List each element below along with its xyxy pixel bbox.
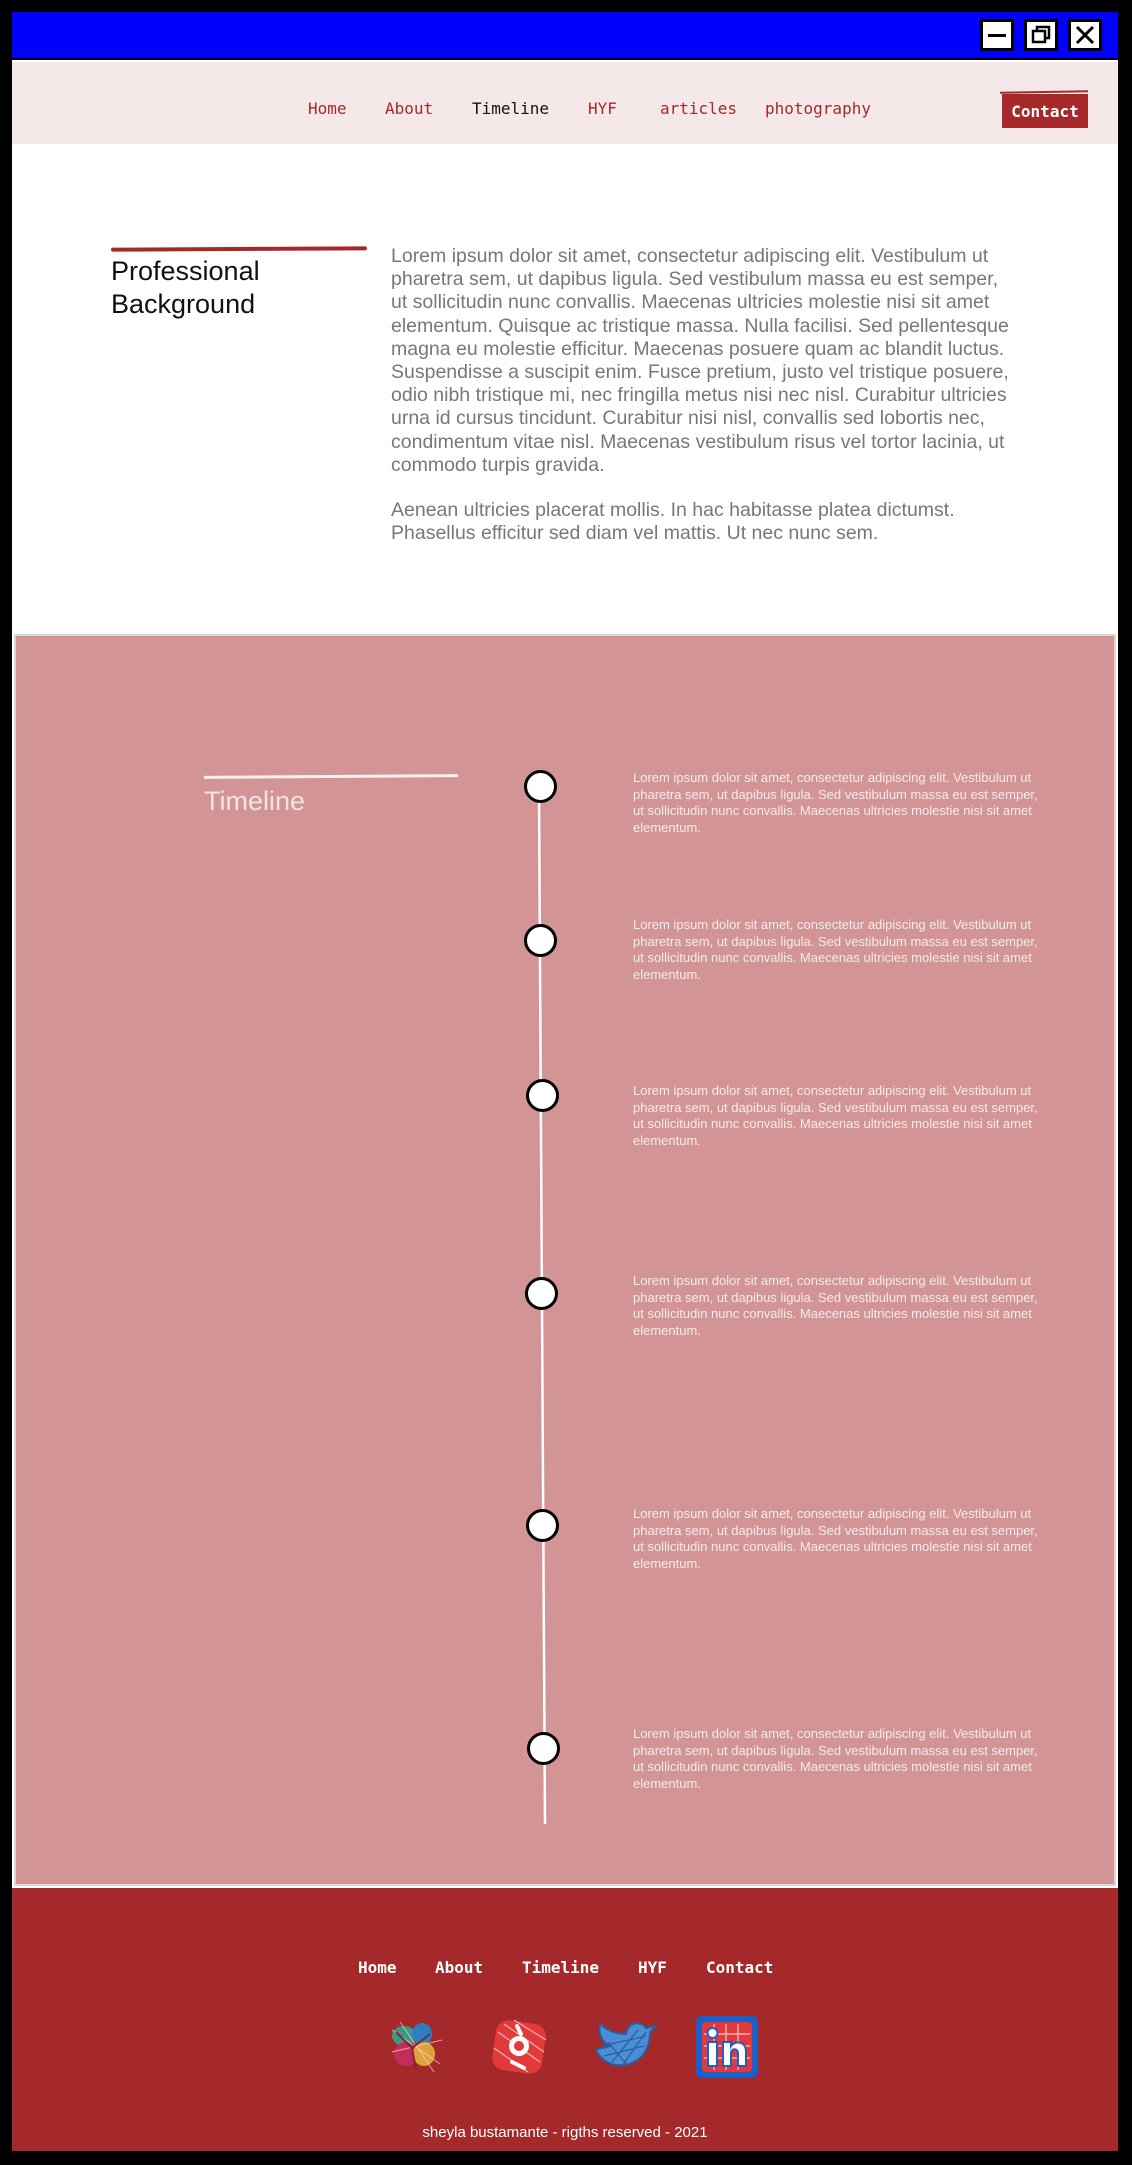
copyright-text: sheyla bustamante - rigths reserved - 20…: [422, 2124, 708, 2141]
timeline-entry-text: Lorem ipsum dolor sit amet, consectetur …: [633, 770, 1038, 835]
nav-photography[interactable]: photography: [765, 99, 871, 118]
footer-link-hyf[interactable]: HYF: [638, 1958, 667, 1977]
timeline-entry-text: Lorem ipsum dolor sit amet, consectetur …: [633, 917, 1038, 982]
contact-button[interactable]: Contact: [1002, 94, 1088, 128]
timeline-entry-text: Lorem ipsum dolor sit amet, consectetur …: [633, 1273, 1038, 1338]
top-navigation: Home About Timeline HYF articles photogr…: [12, 62, 1118, 144]
paragraph: Lorem ipsum dolor sit amet, consectetur …: [391, 245, 1009, 476]
timeline-title: Timeline: [204, 786, 306, 816]
paragraph: Aenean ultricies placerat mollis. In hac…: [391, 499, 955, 545]
linkedin-icon: [696, 2016, 758, 2078]
github-link[interactable]: [382, 2012, 452, 2082]
nav-timeline[interactable]: Timeline: [472, 99, 550, 118]
minimize-button[interactable]: [980, 19, 1014, 51]
timeline-entry-text: Lorem ipsum dolor sit amet, consectetur …: [633, 1726, 1038, 1791]
professional-background-text: Lorem ipsum dolor sit amet, consectetur …: [391, 245, 1011, 545]
timeline-node[interactable]: [526, 1079, 559, 1112]
timeline-entry-text: Lorem ipsum dolor sit amet, consectetur …: [633, 1083, 1038, 1148]
minimize-icon: [988, 34, 1006, 37]
window-titlebar: [12, 12, 1118, 60]
close-icon: [1075, 25, 1095, 45]
nav-articles[interactable]: articles: [660, 99, 738, 118]
instagram-link[interactable]: [484, 2012, 554, 2082]
footer-link-home[interactable]: Home: [358, 1958, 397, 1977]
timeline-node[interactable]: [524, 924, 557, 957]
nav-home[interactable]: Home: [308, 99, 347, 118]
browser-window: Home About Timeline HYF articles photogr…: [10, 10, 1120, 2153]
nav-hyf[interactable]: HYF: [588, 99, 617, 118]
footer-link-timeline[interactable]: Timeline: [522, 1958, 600, 1977]
maximize-button[interactable]: [1024, 19, 1058, 51]
professional-background-title: Professional Background: [111, 256, 260, 319]
github-icon: [391, 2021, 443, 2073]
footer-link-contact[interactable]: Contact: [706, 1958, 774, 1977]
timeline-section: Timeline Lorem ipsum dolor sit amet, con…: [14, 634, 1116, 1886]
site-footer: Home About Timeline HYF Contact: [12, 1888, 1118, 2151]
timeline-entry-text: Lorem ipsum dolor sit amet, consectetur …: [633, 1506, 1038, 1571]
twitter-link[interactable]: [588, 2012, 660, 2082]
timeline-node[interactable]: [526, 1509, 559, 1542]
instagram-icon: [492, 2019, 547, 2074]
timeline-node[interactable]: [527, 1732, 560, 1765]
close-button[interactable]: [1068, 19, 1102, 51]
maximize-icon: [1031, 25, 1051, 44]
twitter-icon: [594, 2021, 660, 2067]
nav-about[interactable]: About: [385, 99, 434, 118]
footer-link-about[interactable]: About: [435, 1958, 484, 1977]
section-title-underline: [110, 246, 368, 252]
linkedin-link[interactable]: [692, 2012, 762, 2082]
timeline-node[interactable]: [525, 1277, 558, 1310]
timeline-node[interactable]: [524, 770, 557, 803]
